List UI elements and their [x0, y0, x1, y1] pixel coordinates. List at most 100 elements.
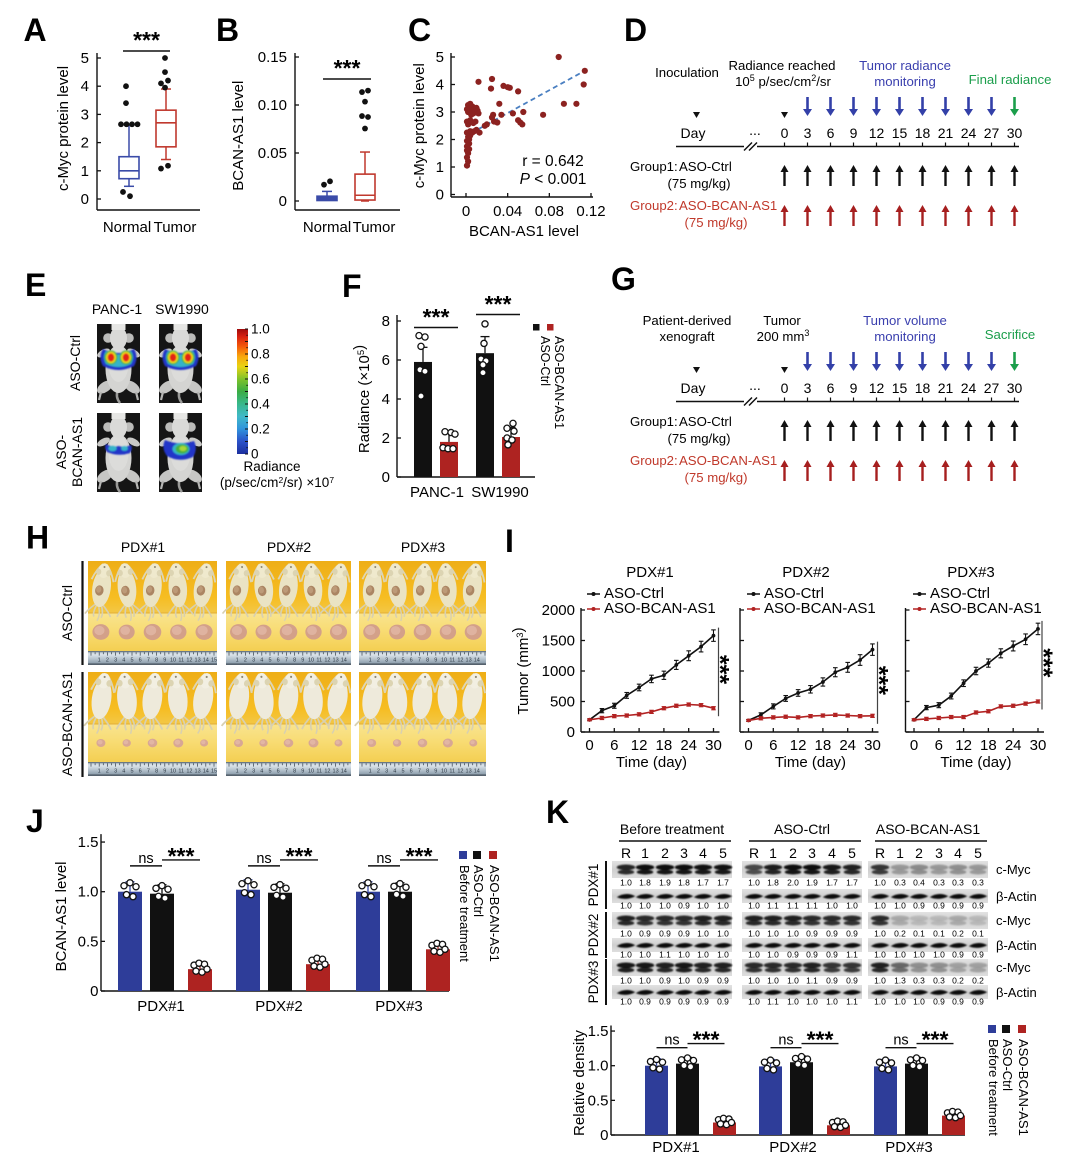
svg-text:13: 13	[466, 769, 472, 775]
svg-text:Final radiance: Final radiance	[969, 72, 1052, 87]
svg-text:1.5: 1.5	[588, 1023, 609, 1040]
svg-text:1.0: 1.0	[874, 950, 886, 960]
svg-text:6: 6	[935, 737, 943, 754]
svg-text:Group2:: Group2:	[630, 453, 678, 468]
svg-text:1.1: 1.1	[846, 950, 858, 960]
svg-text:0.3: 0.3	[952, 878, 964, 888]
svg-text:***: ***	[922, 1027, 949, 1053]
svg-text:4: 4	[260, 658, 263, 664]
svg-text:ns: ns	[664, 1033, 679, 1049]
svg-text:200 mm3: 200 mm3	[757, 328, 810, 344]
svg-text:Day: Day	[681, 125, 706, 141]
svg-text:2: 2	[661, 845, 669, 861]
svg-text:1.0: 1.0	[659, 901, 671, 911]
svg-text:0.9: 0.9	[659, 997, 671, 1007]
svg-text:0.10: 0.10	[258, 97, 287, 114]
svg-text:14: 14	[341, 769, 347, 775]
svg-text:3: 3	[804, 125, 812, 141]
svg-text:6: 6	[410, 769, 413, 775]
svg-text:3: 3	[436, 104, 444, 121]
svg-text:D: D	[624, 12, 647, 48]
svg-text:0.1: 0.1	[913, 929, 925, 939]
svg-text:1.0: 1.0	[787, 997, 799, 1007]
svg-text:0.5: 0.5	[78, 933, 99, 950]
svg-text:Group1:: Group1:	[630, 159, 678, 174]
svg-text:0.3: 0.3	[913, 976, 925, 986]
svg-text:E: E	[25, 267, 46, 303]
svg-text:1.0: 1.0	[620, 950, 632, 960]
svg-text:3: 3	[252, 658, 255, 664]
svg-text:(75 mg/kg): (75 mg/kg)	[684, 470, 747, 485]
svg-text:...: ...	[749, 377, 761, 393]
svg-text:13: 13	[333, 769, 339, 775]
svg-text:9: 9	[434, 769, 437, 775]
svg-text:7: 7	[285, 769, 288, 775]
svg-text:4: 4	[436, 77, 444, 94]
svg-text:...: ...	[749, 122, 761, 138]
svg-text:15: 15	[892, 125, 908, 141]
svg-text:3: 3	[385, 769, 388, 775]
svg-text:1.5: 1.5	[78, 834, 99, 851]
svg-text:0.08: 0.08	[535, 203, 564, 220]
svg-text:5: 5	[401, 658, 404, 664]
svg-text:0.9: 0.9	[972, 901, 984, 911]
svg-text:1.0: 1.0	[620, 997, 632, 1007]
svg-text:R: R	[875, 845, 885, 861]
svg-text:2: 2	[436, 132, 444, 149]
svg-text:6: 6	[827, 380, 835, 396]
svg-text:1.0: 1.0	[767, 950, 779, 960]
svg-text:1.0: 1.0	[894, 950, 906, 960]
svg-text:PDX#3: PDX#3	[947, 564, 995, 581]
svg-text:ASO-Ctrl: ASO-Ctrl	[679, 414, 732, 429]
svg-text:2: 2	[81, 135, 89, 152]
svg-text:ASO-BCAN-AS1: ASO-BCAN-AS1	[487, 865, 502, 962]
svg-text:0: 0	[382, 469, 390, 486]
svg-text:8: 8	[293, 769, 296, 775]
svg-text:3: 3	[385, 658, 388, 664]
svg-text:2: 2	[244, 658, 247, 664]
svg-text:5: 5	[436, 49, 444, 66]
svg-text:3: 3	[680, 845, 688, 861]
svg-text:6: 6	[277, 769, 280, 775]
svg-text:10: 10	[441, 769, 447, 775]
svg-text:24: 24	[961, 380, 977, 396]
svg-text:0.9: 0.9	[826, 929, 838, 939]
svg-text:R: R	[749, 845, 759, 861]
svg-text:27: 27	[984, 380, 1000, 396]
svg-text:0.9: 0.9	[659, 929, 671, 939]
svg-text:1.0: 1.0	[846, 901, 858, 911]
svg-text:4: 4	[828, 845, 836, 861]
svg-text:0.9: 0.9	[972, 997, 984, 1007]
svg-text:0: 0	[81, 191, 89, 208]
svg-text:5: 5	[130, 769, 133, 775]
svg-text:Relative density: Relative density	[571, 1030, 588, 1136]
svg-text:2: 2	[244, 769, 247, 775]
svg-text:1.8: 1.8	[767, 878, 779, 888]
svg-text:2: 2	[377, 769, 380, 775]
svg-text:5: 5	[401, 769, 404, 775]
svg-text:ASO-Ctrl: ASO-Ctrl	[538, 336, 552, 386]
svg-text:12: 12	[955, 737, 972, 754]
svg-text:Radiance reached: Radiance reached	[728, 58, 835, 73]
svg-text:3: 3	[252, 769, 255, 775]
svg-text:12: 12	[324, 658, 330, 664]
svg-text:1: 1	[369, 658, 372, 664]
svg-text:***: ***	[865, 666, 893, 695]
svg-text:1.0: 1.0	[251, 322, 270, 337]
svg-text:11: 11	[449, 658, 455, 664]
svg-text:C: C	[408, 12, 431, 48]
svg-text:0.9: 0.9	[913, 901, 925, 911]
svg-text:3: 3	[114, 769, 117, 775]
svg-text:3: 3	[114, 658, 117, 664]
svg-text:0.9: 0.9	[659, 976, 671, 986]
svg-text:1.1: 1.1	[787, 901, 799, 911]
svg-text:Sacrifice: Sacrifice	[985, 327, 1036, 342]
svg-text:1.0: 1.0	[697, 950, 709, 960]
svg-text:0.9: 0.9	[952, 950, 964, 960]
svg-text:27: 27	[984, 125, 1000, 141]
svg-text:500: 500	[550, 694, 575, 711]
svg-text:1.0: 1.0	[697, 929, 709, 939]
svg-text:7: 7	[147, 658, 150, 664]
svg-text:0.1: 0.1	[972, 929, 984, 939]
svg-text:0.9: 0.9	[678, 901, 690, 911]
